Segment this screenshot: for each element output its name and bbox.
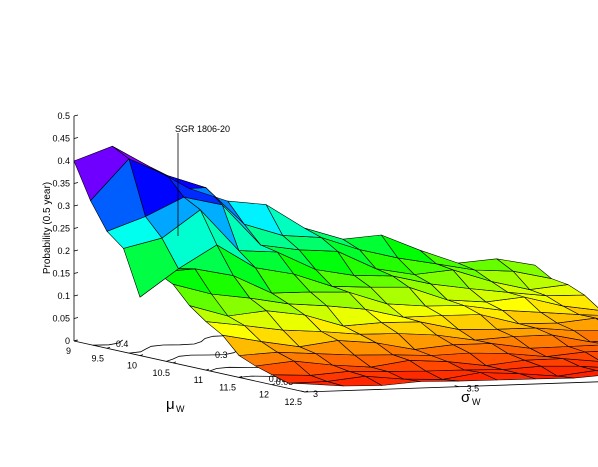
mu-tick-mark: [271, 383, 276, 386]
surface-patch: [73, 145, 130, 201]
contour-label: 0.05: [269, 374, 287, 384]
sigma-axis-subscript: W: [472, 397, 481, 407]
z-tick-label: 0.15: [52, 269, 70, 279]
mu-tick-label: 10.5: [152, 368, 170, 378]
z-tick-label: 0.45: [52, 134, 70, 144]
z-tick-label: 0.25: [52, 224, 70, 234]
sigma-tick-label: 3: [313, 389, 318, 399]
mu-tick-mark: [172, 361, 177, 364]
z-tick-mark: [73, 249, 79, 252]
annotation-label: SGR 1806-20: [175, 124, 230, 134]
axes: 0 0.05 0.1 0.15 0.2 0.25 0.3 0.35 0.4 0.45 0.5 9 9.5…: [52, 111, 598, 407]
z-tick-mark: [73, 317, 79, 319]
mu-tick-mark: [205, 368, 210, 371]
contour-label: 0.4: [116, 339, 129, 349]
z-tick-mark: [73, 294, 79, 297]
contour-line: [92, 339, 123, 346]
z-tick-label: 0: [65, 336, 70, 346]
z-tick-label: 0.05: [52, 314, 70, 324]
mu-tick-label: 11.5: [219, 382, 236, 392]
mu-tick-mark: [139, 354, 144, 356]
z-tick-mark: [73, 114, 79, 117]
z-tick-mark: [73, 272, 79, 274]
sigma-tick-label: 3.5: [467, 384, 480, 394]
sigma-axis-label: σ: [461, 389, 471, 406]
sigma-tick-mark: [300, 390, 306, 393]
mu-tick-mark: [106, 346, 111, 349]
z-axis-label: Probability (0.5 year): [42, 182, 53, 274]
mu-axis-subscript: W: [176, 404, 185, 414]
z-tick-mark: [73, 204, 79, 207]
z-tick-label: 0.4: [57, 156, 70, 166]
mu-axis-line: [73, 340, 306, 393]
mu-axis-label: μ: [166, 396, 175, 413]
mu-tick-label: 11: [194, 375, 203, 385]
mu-tick-mark: [304, 390, 309, 393]
annotation-group: SGR 1806-20: [175, 124, 230, 236]
sigma-tick-mark: [454, 385, 459, 388]
z-tick-label: 0.5: [57, 111, 70, 121]
z-tick-label: 0.2: [57, 246, 70, 256]
mu-tick-label: 9: [66, 346, 71, 356]
mu-tick-label: 12.5: [284, 397, 302, 407]
contour-label: 0.05: [276, 377, 294, 387]
mu-tick-label: 10: [127, 361, 137, 371]
sigma-axis-line: [304, 381, 598, 393]
mu-tick-label: 9.5: [91, 353, 104, 363]
contour-label: 0.3: [215, 350, 228, 360]
z-tick-label: 0.1: [57, 291, 70, 301]
mu-tick-mark: [73, 339, 78, 342]
z-tick-mark: [73, 182, 79, 184]
axis-labels: Probability (0.5 year)μ Wσ W: [42, 182, 481, 414]
z-tick-mark: [73, 137, 79, 139]
contour-line: [128, 335, 228, 354]
z-tick-label: 0.3: [57, 201, 70, 211]
mu-tick-label: 12: [259, 390, 269, 400]
z-tick-label: 0.35: [52, 179, 70, 189]
surface-mesh: [73, 145, 598, 387]
z-tick-mark: [73, 227, 79, 229]
